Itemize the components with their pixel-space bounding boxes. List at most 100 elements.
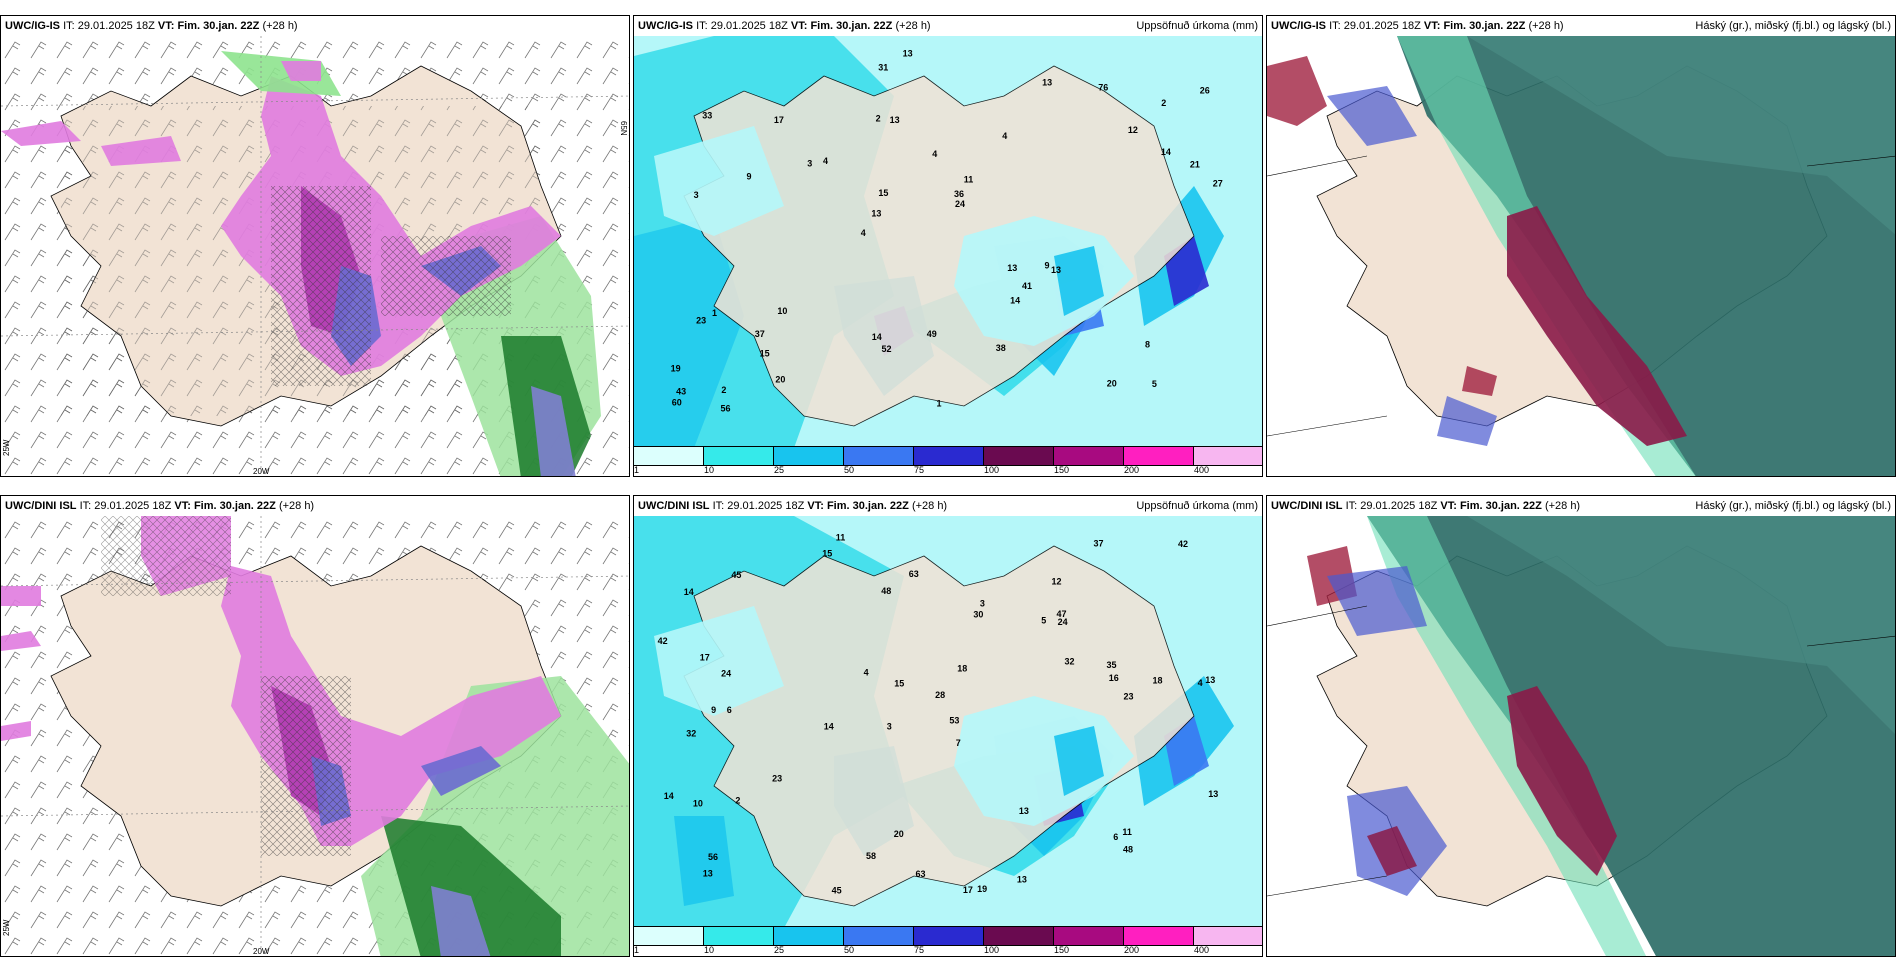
- colorbar-bin: [774, 927, 844, 945]
- precip-value-label: 23: [1124, 691, 1134, 701]
- precip-value-label: 4: [1002, 131, 1007, 141]
- precip-value-label: 37: [755, 329, 765, 339]
- precip-value-label: 2: [876, 114, 881, 124]
- colorbar-tick-label: 150: [1054, 465, 1070, 475]
- precip-value-label: 17: [774, 115, 784, 125]
- model-name: UWC/DINI ISL: [5, 500, 77, 512]
- colorbar-bin: [1124, 927, 1194, 945]
- precip-value-label: 13: [1019, 806, 1029, 816]
- colorbar-bin: [844, 447, 914, 465]
- valid-time: Fim. 30.jan. 22Z: [177, 20, 260, 32]
- precip-value-label: 14: [1010, 295, 1020, 305]
- colorbar-tick-label: 10: [704, 465, 715, 475]
- precip-value-label: 13: [703, 868, 713, 878]
- precip-value-label: 12: [1128, 125, 1138, 135]
- precip-value-label: 43: [676, 387, 686, 397]
- panel-header: UWC/DINI ISL IT: 29.01.2025 18Z VT: Fim.…: [1, 496, 629, 516]
- precip-value-label: 11: [964, 175, 974, 185]
- wind-precip-map: 20W 25W: [1, 516, 629, 956]
- accum-precip-map: 5324422414191513111333312713141314151713…: [634, 36, 1262, 448]
- precip-value-label: 76: [1098, 82, 1108, 92]
- precip-value-label: 63: [916, 869, 926, 879]
- precip-value-label: 41: [1022, 281, 1032, 291]
- precip-value-label: 24: [955, 199, 965, 209]
- precip-value-label: 14: [684, 587, 694, 597]
- precip-value-label: 30: [973, 609, 983, 619]
- colorbar-tick-label: 25: [774, 465, 785, 475]
- precip-value-label: 48: [1123, 844, 1133, 854]
- precip-value-label: 56: [721, 404, 731, 414]
- precip-value-label: 26: [1200, 86, 1210, 96]
- precip-value-label: 4: [932, 149, 937, 159]
- colorbar-tick-label: 75: [914, 945, 925, 955]
- lon-label-20w: 20W: [253, 467, 270, 476]
- colorbar-tick-label: 50: [844, 945, 855, 955]
- precip-value-label: 35: [1107, 660, 1117, 670]
- precip-value-label: 12: [1052, 577, 1062, 587]
- precip-value-label: 15: [894, 679, 904, 689]
- precip-value-label: 32: [1065, 656, 1075, 666]
- precip-value-label: 33: [702, 111, 712, 121]
- precip-value-label: 13: [871, 209, 881, 219]
- precip-value-label: 13: [1205, 675, 1215, 685]
- colorbar-bin: [1194, 927, 1262, 945]
- precip-value-label: 7: [956, 738, 961, 748]
- precip-value-label: 52: [882, 344, 892, 354]
- colorbar-tick-label: 400: [1194, 465, 1210, 475]
- precip-value-label: 13: [1051, 265, 1061, 275]
- precip-value-label: 45: [832, 886, 842, 896]
- precip-value-label: 13: [903, 49, 913, 59]
- precip-value-label: 58: [866, 851, 876, 861]
- panel-header: UWC/IG-IS IT: 29.01.2025 18Z VT: Fim. 30…: [1267, 16, 1895, 36]
- panel-header: UWC/IG-IS IT: 29.01.2025 18Z VT: Fim. 30…: [634, 16, 1262, 36]
- lead-time: (+28 h): [911, 500, 948, 512]
- lead-time: (+28 h): [1528, 20, 1564, 32]
- lead-time: (+28 h): [895, 20, 931, 32]
- precip-value-label: 10: [693, 799, 703, 809]
- precip-value-label: 15: [760, 348, 770, 358]
- precip-value-label: 16: [1109, 673, 1119, 683]
- precip-value-label: 13: [890, 115, 900, 125]
- precip-value-label: 4: [1198, 678, 1203, 688]
- panel-header: UWC/DINI ISL IT: 29.01.2025 18Z VT: Fim.…: [634, 496, 1262, 516]
- precip-value-label: 10: [777, 306, 787, 316]
- precip-colorbar: 1 10 25 50 75 100 150 200 400: [634, 446, 1262, 476]
- init-time: 29.01.2025 18Z: [1343, 20, 1421, 32]
- panel-header: UWC/IG-IS IT: 29.01.2025 18Z VT: Fim. 30…: [1, 16, 629, 36]
- precip-value-label: 3: [980, 598, 985, 608]
- panel-bottom-clouds: UWC/DINI ISL IT: 29.01.2025 18Z VT: Fim.…: [1266, 495, 1896, 957]
- precip-value-label: 14: [872, 332, 882, 342]
- precip-value-label: 19: [977, 884, 987, 894]
- colorbar-tick-label: 1: [634, 465, 640, 475]
- colorbar-tick-label: 150: [1054, 945, 1070, 955]
- cloud-cover-map: [1267, 36, 1895, 476]
- precip-value-label: 42: [1178, 539, 1188, 549]
- init-time: 29.01.2025 18Z: [727, 500, 805, 512]
- precip-value-label: 19: [671, 363, 681, 373]
- precip-value-label: 28: [935, 690, 945, 700]
- colorbar-bin: [634, 927, 704, 945]
- panel-top-wind-precip: UWC/IG-IS IT: 29.01.2025 18Z VT: Fim. 30…: [0, 15, 630, 477]
- colorbar-bin: [704, 447, 774, 465]
- precip-value-label: 6: [1113, 832, 1118, 842]
- valid-time: Fim. 30.jan. 22Z: [1443, 20, 1526, 32]
- precip-value-label: 47: [1057, 609, 1067, 619]
- precip-value-label: 21: [1190, 160, 1200, 170]
- precip-value-label: 17: [963, 885, 973, 895]
- precip-value-label: 23: [772, 774, 782, 784]
- colorbar-bin: [984, 447, 1054, 465]
- precip-value-label: 20: [1107, 379, 1117, 389]
- valid-time: Fim. 30.jan. 22Z: [193, 500, 276, 512]
- precip-value-label: 4: [864, 668, 869, 678]
- colorbar-bin: [634, 447, 704, 465]
- colorbar-tick-label: 75: [914, 465, 925, 475]
- lon-label-25w: 25W: [2, 919, 11, 936]
- precip-value-label: 60: [672, 398, 682, 408]
- panel-variable-title: Háský (gr.), miðský (fj.bl.) og lágský (…: [1695, 500, 1891, 512]
- panel-bottom-wind-precip: UWC/DINI ISL IT: 29.01.2025 18Z VT: Fim.…: [0, 495, 630, 957]
- precip-value-label: 32: [686, 728, 696, 738]
- precip-value-label: 9: [711, 705, 716, 715]
- precip-value-label: 20: [894, 829, 904, 839]
- precip-value-label: 11: [836, 533, 846, 543]
- lon-label-25w: 25W: [2, 439, 11, 456]
